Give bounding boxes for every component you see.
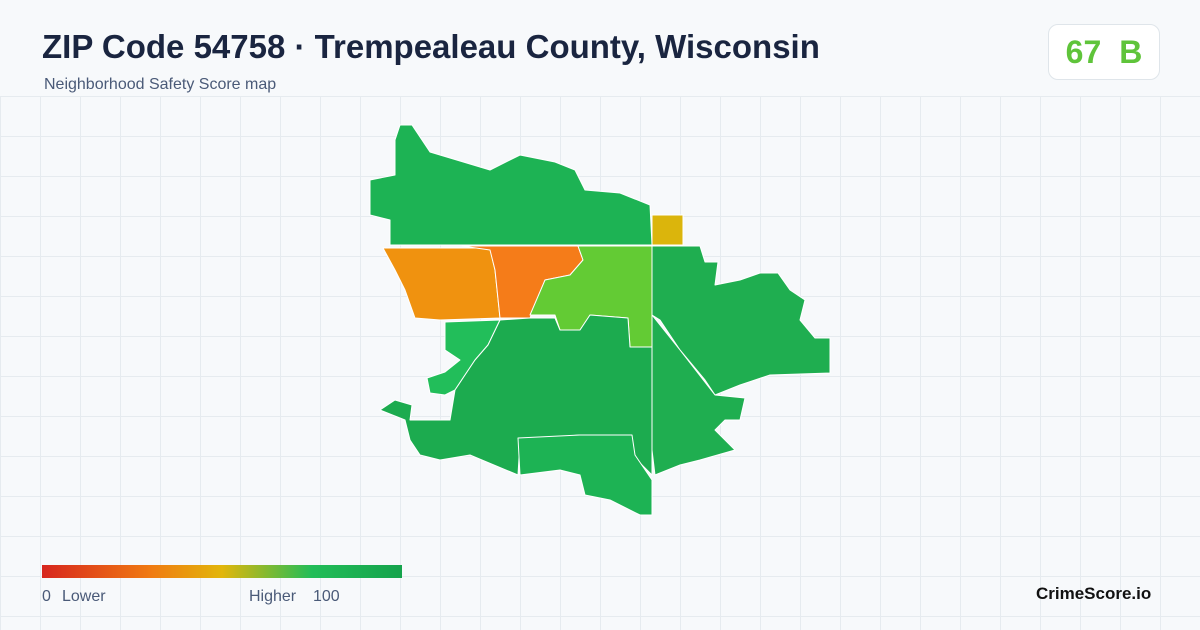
legend-low-label: Lower [62, 588, 106, 605]
title: ZIP Code 54758 · Trempealeau County, Wis… [42, 28, 820, 65]
grade: B [1119, 33, 1143, 70]
region [651, 245, 831, 396]
region [369, 124, 653, 246]
header: ZIP Code 54758 · Trempealeau County, Wis… [0, 0, 1200, 96]
legend-min: 0 [42, 588, 51, 605]
region [651, 314, 746, 476]
score: 67 [1065, 33, 1102, 70]
legend-gradient [42, 565, 402, 578]
subtitle: Neighborhood Safety Score map [44, 76, 277, 93]
legend-high-label: Higher [249, 588, 297, 605]
legend-max: 100 [313, 588, 340, 605]
region [517, 434, 653, 516]
region [651, 214, 684, 246]
region [382, 247, 501, 321]
score-badge: 67 B [1048, 24, 1160, 80]
brand: CrimeScore.io [1036, 584, 1152, 603]
